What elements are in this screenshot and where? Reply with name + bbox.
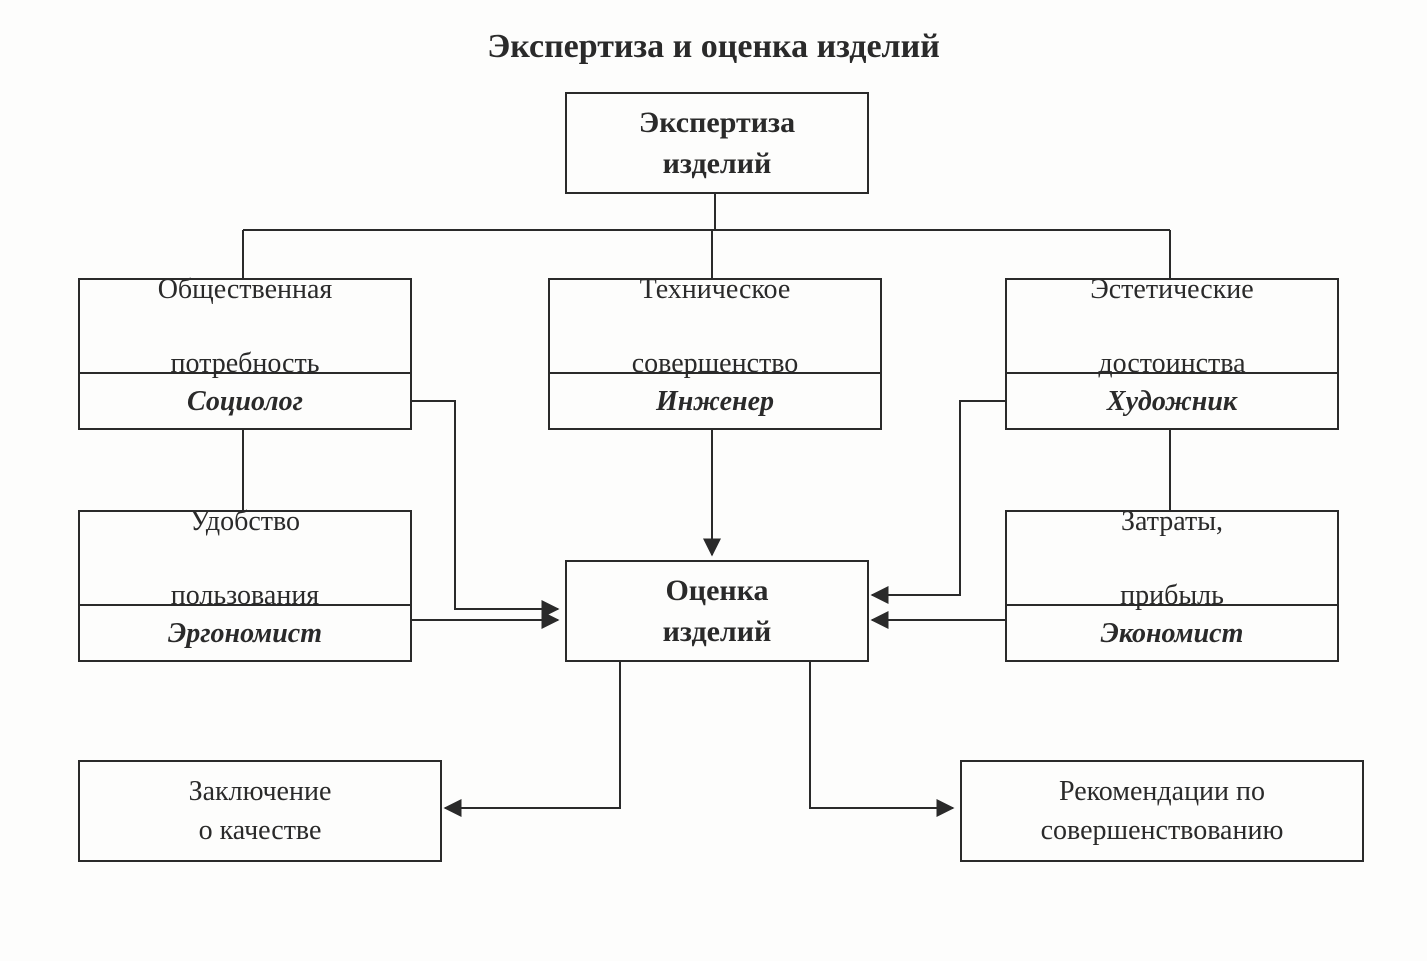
- node-out-quality: Заключение о качестве: [78, 760, 442, 862]
- node-aesth-top2: достоинства: [1015, 344, 1329, 383]
- node-aesth-top1: Эстетические: [1015, 270, 1329, 309]
- node-outq-line2: о качестве: [80, 811, 440, 850]
- node-social-top1: Общественная: [88, 270, 402, 309]
- node-ergo-top1: Удобство: [88, 502, 402, 541]
- node-outr-line1: Рекомендации по: [962, 772, 1362, 811]
- node-ergo: Удобство пользования Эргономист: [78, 510, 412, 662]
- node-eval: Оценка изделий: [565, 560, 869, 662]
- node-ergo-top2: пользования: [88, 576, 402, 615]
- node-out-rec: Рекомендации по совершенствованию: [960, 760, 1364, 862]
- node-tech-top2: совершенство: [558, 344, 872, 383]
- node-root: Экспертиза изделий: [565, 92, 869, 194]
- node-root-line2: изделий: [567, 143, 867, 185]
- node-aesth: Эстетические достоинства Художник: [1005, 278, 1339, 430]
- node-econ-top1: Затраты,: [1015, 502, 1329, 541]
- node-econ-top2: прибыль: [1015, 576, 1329, 615]
- node-tech-top1: Техническое: [558, 270, 872, 309]
- node-social-top2: потребность: [88, 344, 402, 383]
- node-outq-line1: Заключение: [80, 772, 440, 811]
- node-eval-line2: изделий: [567, 611, 867, 653]
- diagram-title: Экспертиза и оценка изделий: [0, 28, 1427, 66]
- diagram-canvas: Экспертиза и оценка изделий Экспертиза и…: [0, 0, 1427, 961]
- node-root-line1: Экспертиза: [567, 102, 867, 144]
- node-social: Общественная потребность Социолог: [78, 278, 412, 430]
- node-econ: Затраты, прибыль Экономист: [1005, 510, 1339, 662]
- node-eval-line1: Оценка: [567, 570, 867, 612]
- node-outr-line2: совершенствованию: [962, 811, 1362, 850]
- node-tech: Техническое совершенство Инженер: [548, 278, 882, 430]
